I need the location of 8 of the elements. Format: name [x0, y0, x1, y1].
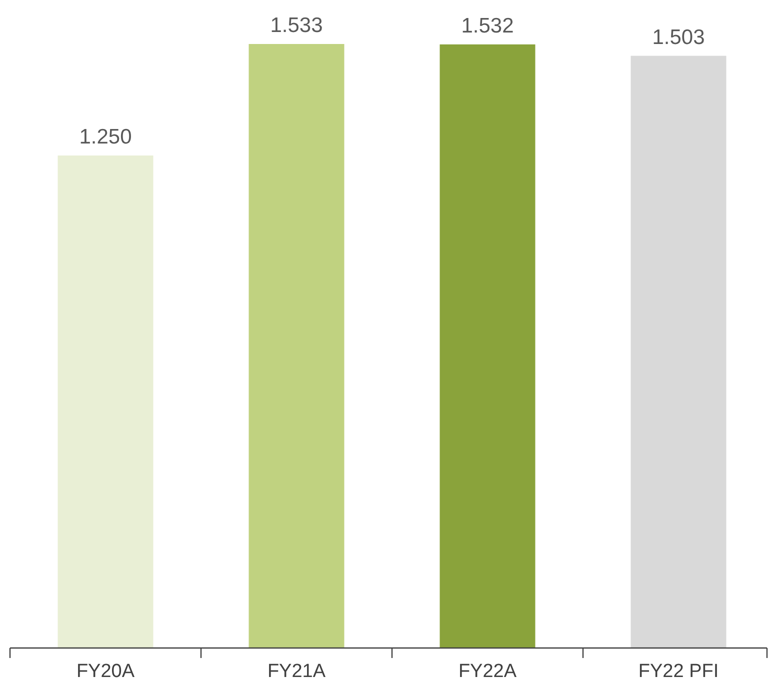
data-label: 1.533 — [270, 14, 323, 37]
x-tick-label: FY22A — [458, 661, 517, 682]
data-label: 1.503 — [652, 26, 705, 49]
x-tick-label: FY22 PFI — [638, 661, 719, 682]
data-label: 1.250 — [79, 126, 132, 148]
x-tick-label: FY20A — [76, 661, 135, 682]
data-label: 1.532 — [461, 14, 514, 38]
x-tick-label: FY21A — [267, 661, 326, 682]
